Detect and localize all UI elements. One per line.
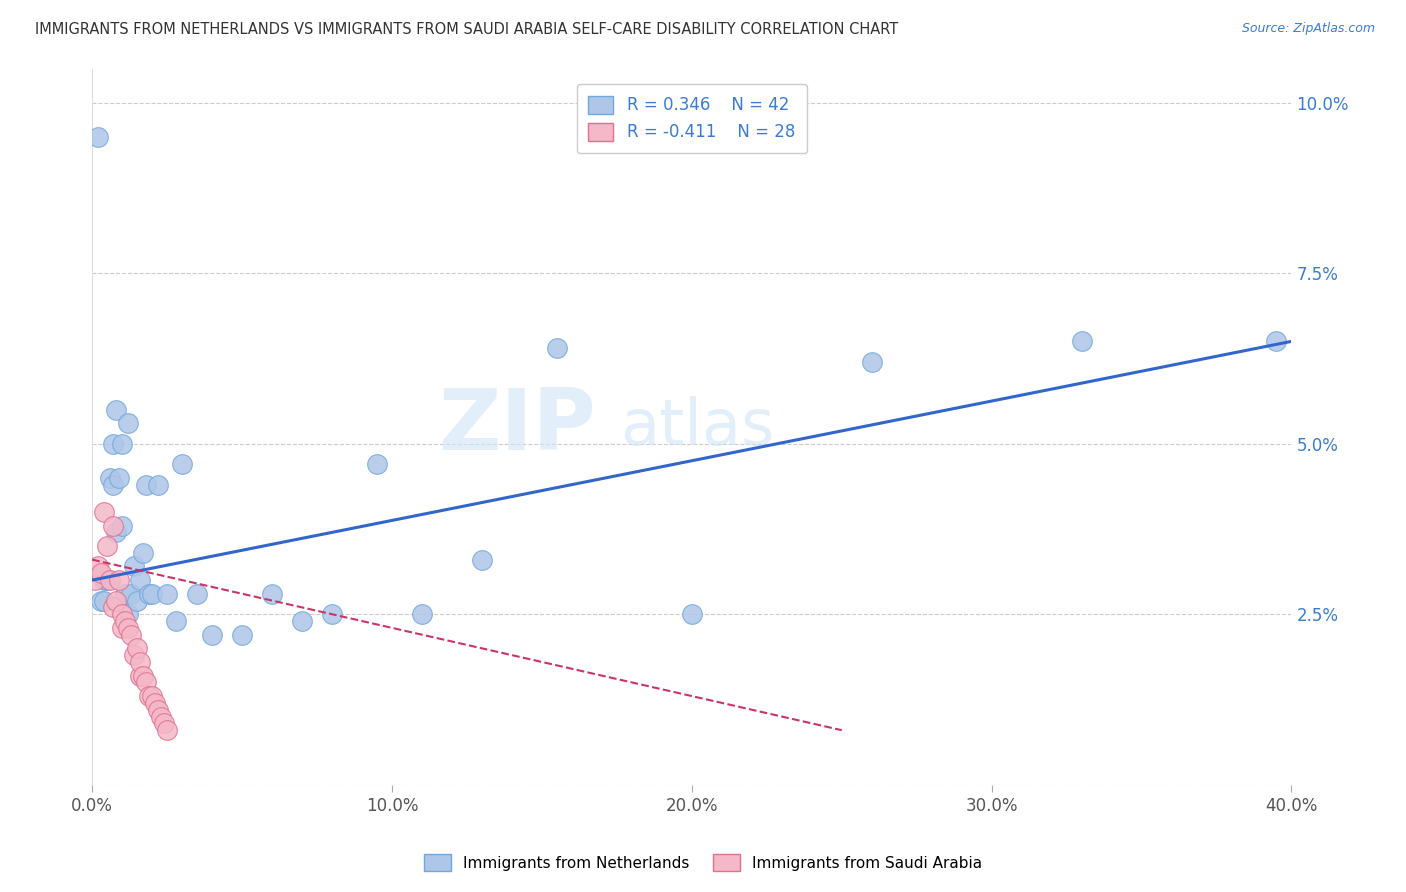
Point (101, 600, 124, 615)
Point (231, 628, 253, 642)
Point (135, 477, 157, 491)
Point (114, 614, 136, 628)
Point (117, 607, 139, 622)
Point (105, 525, 128, 540)
Point (138, 689, 160, 703)
Point (101, 436, 124, 450)
Point (101, 518, 124, 533)
Text: ZIP: ZIP (439, 385, 596, 468)
Point (87, 129, 110, 144)
Point (471, 552, 494, 566)
Point (681, 607, 703, 622)
Point (93, 505, 115, 519)
Point (96, 573, 118, 587)
Point (860, 355, 883, 369)
Point (132, 668, 155, 682)
Point (122, 648, 145, 662)
Point (98, 471, 121, 485)
Point (90, 593, 112, 607)
Point (135, 675, 157, 690)
Point (105, 593, 128, 607)
Point (150, 709, 173, 723)
Point (129, 655, 152, 669)
Point (117, 621, 139, 635)
Point (165, 614, 187, 628)
Point (146, 477, 169, 491)
Point (98, 573, 121, 587)
Point (146, 703, 169, 717)
Point (262, 587, 284, 601)
Point (105, 402, 128, 417)
Text: Source: ZipAtlas.com: Source: ZipAtlas.com (1241, 22, 1375, 36)
Legend: Immigrants from Netherlands, Immigrants from Saudi Arabia: Immigrants from Netherlands, Immigrants … (415, 845, 991, 880)
Point (127, 593, 149, 607)
Point (156, 723, 179, 738)
Point (141, 689, 163, 703)
Point (111, 518, 134, 533)
Point (101, 477, 124, 491)
Text: IMMIGRANTS FROM NETHERLANDS VS IMMIGRANTS FROM SAUDI ARABIA SELF-CARE DISABILITY: IMMIGRANTS FROM NETHERLANDS VS IMMIGRANT… (35, 22, 898, 37)
Point (90, 566, 112, 581)
Point (84, 573, 107, 587)
Point (1070, 334, 1092, 349)
Point (186, 587, 208, 601)
Point (172, 457, 194, 471)
Point (546, 341, 568, 355)
Legend: R = 0.346    N = 42, R = -0.411    N = 28: R = 0.346 N = 42, R = -0.411 N = 28 (576, 84, 807, 153)
Point (117, 416, 139, 430)
Point (93, 573, 115, 587)
Point (129, 573, 152, 587)
Point (96, 539, 118, 553)
Point (291, 614, 314, 628)
Point (111, 607, 134, 622)
Point (111, 436, 134, 450)
Point (141, 587, 163, 601)
Point (111, 621, 134, 635)
Point (201, 628, 224, 642)
Point (108, 573, 131, 587)
Point (1265, 334, 1288, 349)
Point (143, 696, 166, 710)
Point (108, 471, 131, 485)
Point (132, 546, 155, 560)
Point (122, 559, 145, 574)
Point (153, 716, 176, 731)
Point (411, 607, 433, 622)
Point (156, 587, 179, 601)
Text: atlas: atlas (620, 396, 775, 458)
Point (321, 607, 343, 622)
Point (138, 587, 160, 601)
Point (114, 587, 136, 601)
Point (120, 628, 142, 642)
Point (120, 587, 142, 601)
Point (87, 559, 110, 574)
Point (127, 641, 149, 656)
Point (93, 593, 115, 607)
Point (366, 457, 388, 471)
Point (129, 668, 152, 682)
